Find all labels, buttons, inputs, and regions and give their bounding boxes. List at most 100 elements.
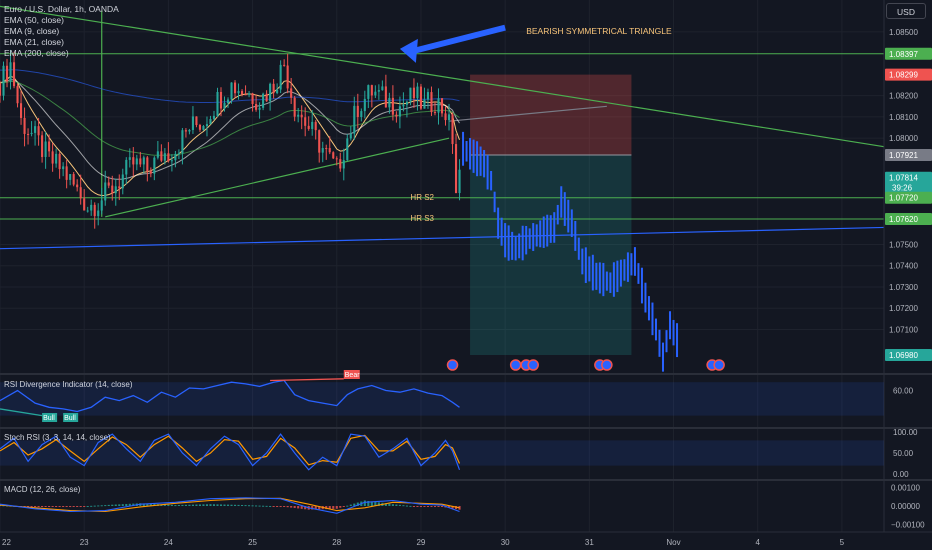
macd-histogram-bar: [342, 506, 345, 507]
stoch-tick-label: 100.00: [893, 428, 918, 437]
macd-histogram-bar: [55, 506, 58, 507]
macd-histogram-bar: [76, 506, 79, 507]
macd-histogram-bar: [286, 506, 289, 508]
candle-body: [156, 151, 159, 158]
price-tick-label: 1.07400: [889, 262, 918, 271]
hr-s3-label: HR S3: [410, 214, 434, 223]
time-tick-label: 31: [585, 538, 594, 547]
macd-histogram-bar: [142, 503, 145, 506]
macd-histogram-bar: [272, 506, 275, 507]
macd-histogram-bar: [395, 504, 398, 506]
currency-button[interactable]: USD: [886, 3, 926, 19]
macd-histogram-bar: [69, 506, 72, 507]
price-label-text: 1.08397: [889, 50, 918, 59]
candle-body: [398, 106, 401, 117]
macd-histogram-bar: [325, 506, 328, 510]
candle-body: [290, 88, 293, 98]
price-label-target: [885, 348, 932, 361]
candle-body: [391, 97, 394, 115]
macd-histogram-bar: [202, 504, 205, 506]
candle-body: [12, 62, 16, 87]
candle-body: [48, 141, 51, 152]
macd-histogram-bar: [226, 504, 230, 506]
macd-histogram-bar: [104, 505, 107, 507]
stop-loss-zone: [470, 74, 632, 155]
candle-body: [353, 105, 356, 134]
macd-histogram-bar: [230, 504, 233, 506]
macd-histogram-bar: [346, 505, 349, 507]
candle-body: [454, 144, 458, 194]
macd-histogram-bar: [62, 506, 65, 507]
candle-body: [2, 65, 5, 96]
ema-21-line: [0, 79, 460, 180]
candle-body: [76, 184, 79, 188]
candle-body: [5, 65, 9, 82]
candle-body: [184, 130, 187, 132]
macd-histogram-bar: [332, 506, 335, 509]
macd-histogram-bar: [48, 506, 51, 507]
candle-body: [377, 90, 380, 92]
candle-body: [69, 174, 72, 180]
time-tick-label: 22: [2, 538, 11, 547]
price-tick-label: 1.07100: [889, 325, 918, 334]
candle-body: [412, 87, 415, 99]
macd-histogram-bar: [37, 506, 40, 507]
candle-body: [356, 105, 359, 118]
candle-body: [51, 151, 54, 164]
time-tick-label: 5: [840, 538, 845, 547]
candle-body: [451, 114, 454, 145]
macd-histogram-bar: [304, 506, 307, 510]
bull-tag-text: Bull: [43, 415, 55, 422]
candle-body: [402, 104, 405, 107]
candle-body: [128, 157, 131, 160]
candle-body: [328, 148, 331, 153]
macd-histogram-bar: [121, 504, 124, 506]
macd-histogram-bar: [177, 504, 180, 506]
macd-histogram-bar: [209, 504, 212, 506]
macd-histogram-bar: [149, 503, 152, 506]
macd-line: [0, 497, 460, 514]
macd-histogram-bar: [374, 501, 377, 506]
macd-histogram-bar: [90, 505, 93, 507]
macd-histogram-bar: [276, 506, 279, 507]
macd-histogram-bar: [219, 504, 223, 506]
candle-body: [325, 148, 328, 150]
bull-tag: [42, 413, 58, 422]
candle-body: [44, 141, 47, 157]
arrow-shaft: [413, 24, 506, 54]
candle-body: [321, 148, 324, 153]
macd-histogram-bar: [402, 505, 405, 507]
candle-body: [370, 85, 373, 96]
macd-histogram-bar: [419, 506, 423, 507]
stoch-label: Stoch RSI (3, 3, 14, 14, close): [4, 433, 111, 442]
candle-body: [195, 116, 198, 126]
rsi-band: [0, 382, 884, 416]
rsi-line: [0, 379, 460, 413]
candle-body: [93, 204, 96, 217]
macd-histogram-bar: [356, 502, 359, 506]
candle-body: [262, 93, 265, 108]
economic-event-icon: [446, 359, 459, 371]
macd-histogram-bar: [41, 506, 44, 507]
candle-body: [367, 85, 370, 99]
candle-body: [279, 64, 282, 90]
candle-body: [55, 153, 58, 164]
macd-tick-label: −0.00100: [891, 520, 925, 529]
macd-histogram-bar: [258, 505, 261, 507]
candle-body: [314, 121, 317, 131]
macd-histogram-bar: [125, 503, 128, 506]
macd-histogram-bar: [426, 506, 430, 507]
price-label-line: [885, 191, 932, 204]
trendline: [105, 137, 450, 218]
macd-histogram-bar: [377, 502, 380, 506]
candle-body: [426, 92, 430, 100]
time-tick-label: 28: [332, 538, 341, 547]
legend-ema-50: EMA (50, close): [4, 15, 64, 25]
candle-body: [209, 118, 212, 125]
candle-body: [19, 103, 23, 118]
macd-histogram-bar: [167, 504, 170, 506]
macd-histogram-bar: [265, 505, 268, 507]
candle-body: [346, 138, 349, 161]
macd-histogram-bar: [223, 504, 226, 506]
